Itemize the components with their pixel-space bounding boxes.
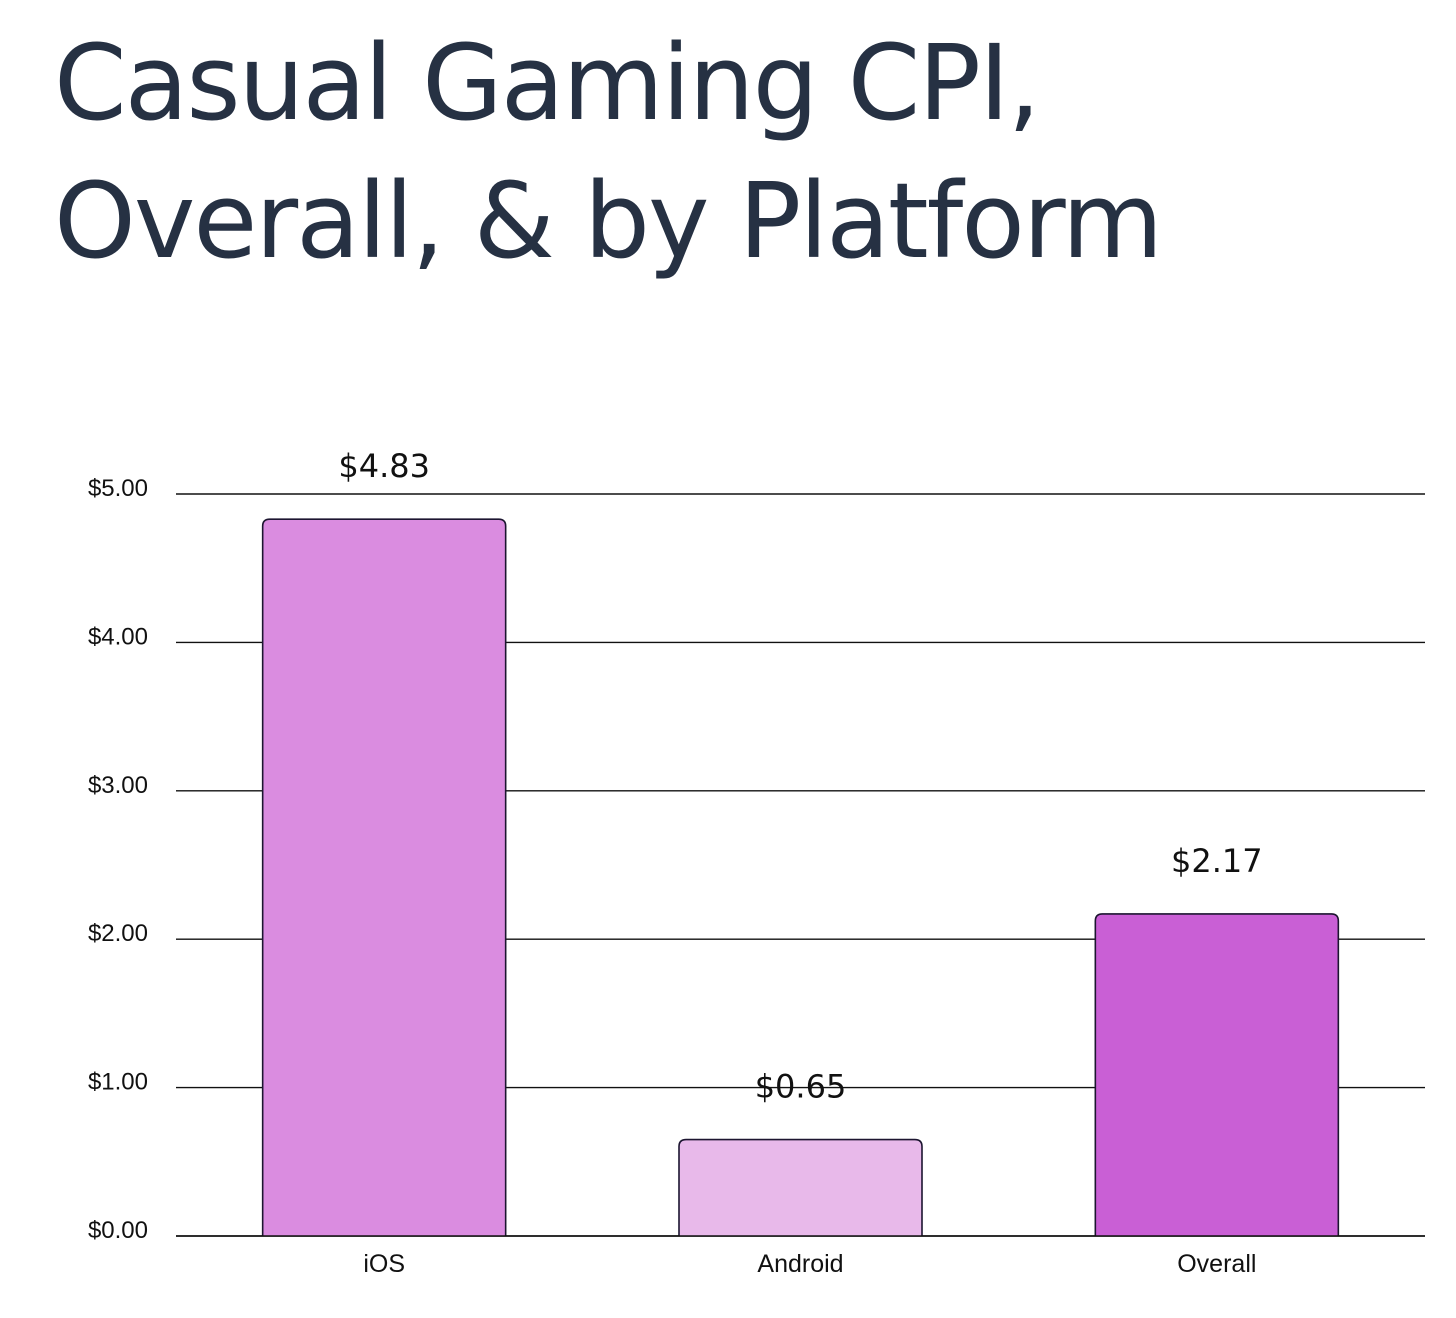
y-tick-label: $3.00: [88, 772, 148, 799]
y-tick-label: $0.00: [88, 1217, 148, 1244]
y-tick-label: $4.00: [88, 623, 148, 650]
y-axis-ticks: $0.00 $1.00 $2.00 $3.00 $4.00 $5.00: [88, 475, 148, 1244]
value-label-overall: $2.17: [1171, 842, 1263, 880]
value-label-ios: $4.83: [338, 447, 430, 485]
bar-android: [678, 1138, 923, 1236]
x-axis-categories: iOS Android Overall: [363, 1250, 1256, 1278]
category-label-android: Android: [757, 1250, 843, 1278]
chart-title: Casual Gaming CPI, Overall, & by Platfor…: [54, 14, 1434, 290]
value-label-android: $0.65: [755, 1068, 847, 1106]
bar-ios: [261, 518, 507, 1236]
y-tick-label: $5.00: [88, 475, 148, 502]
category-label-ios: iOS: [363, 1250, 405, 1278]
category-label-overall: Overall: [1177, 1250, 1256, 1278]
y-tick-label: $2.00: [88, 920, 148, 947]
chart-title-line-2: Overall, & by Platform: [54, 160, 1163, 282]
chart-title-line-1: Casual Gaming CPI,: [54, 22, 1041, 144]
value-labels: $4.83 $0.65 $2.17: [338, 447, 1262, 1105]
y-tick-label: $1.00: [88, 1069, 148, 1096]
bar-overall: [1094, 913, 1340, 1236]
bars: [176, 518, 1425, 1237]
